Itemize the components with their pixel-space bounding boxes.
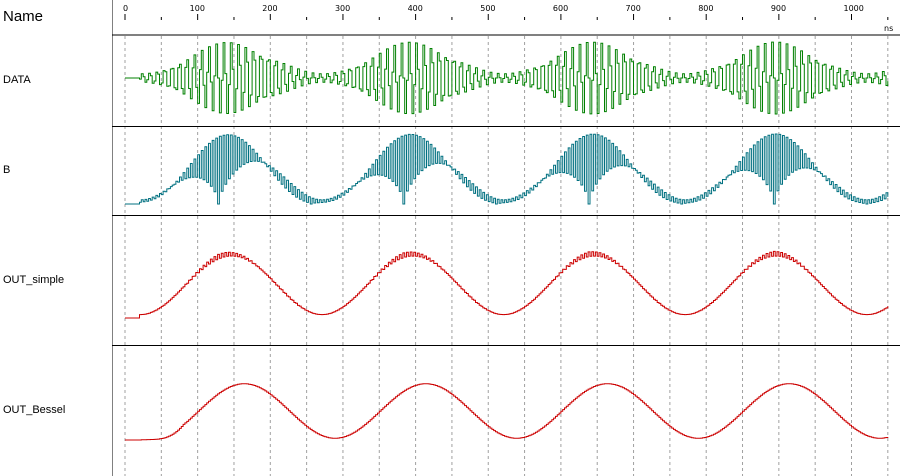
trace-data: [125, 41, 889, 115]
trace-out-bessel: [125, 383, 889, 441]
ruler-label: 500: [480, 4, 495, 13]
ruler-label: 0: [123, 4, 128, 13]
ruler-label: 700: [626, 4, 641, 13]
grid-lines: [124, 36, 889, 476]
trace-b: [125, 133, 889, 205]
name-column-header: Name: [3, 8, 44, 25]
signal-name-b[interactable]: B: [3, 164, 11, 176]
ruler-label: 100: [190, 4, 205, 13]
signal-name-out-simple[interactable]: OUT_simple: [3, 273, 65, 286]
time-unit-label: ns: [884, 24, 893, 33]
ruler-label: 1000: [844, 4, 864, 13]
ruler-label: 600: [553, 4, 568, 13]
ruler-label: 800: [698, 4, 713, 13]
ruler-label: 400: [408, 4, 423, 13]
ruler-label: 300: [335, 4, 350, 13]
ruler-label: 200: [262, 4, 277, 13]
ruler-label: 900: [771, 4, 786, 13]
trace-out-simple: [125, 250, 889, 319]
time-ruler: 0 100 200 300 400 500 600 700 800 900 1000 ns: [123, 4, 893, 33]
signal-name-out-bessel[interactable]: OUT_Bessel: [3, 404, 66, 416]
signal-name-data[interactable]: DATA: [3, 74, 31, 86]
signal-traces: [125, 41, 889, 441]
signal-name-column: Name DATA B OUT_simple OUT_Bessel: [0, 0, 112, 476]
